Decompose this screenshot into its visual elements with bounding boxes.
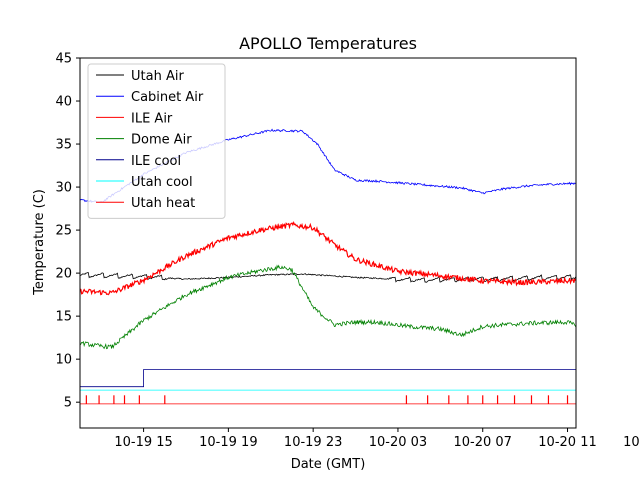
legend: Utah Air Cabinet Air ILE Air Dome Air ILE co… <box>87 63 226 219</box>
legend-label: Utah Air <box>131 69 184 84</box>
series-line-ile-cool <box>80 369 576 388</box>
x-tick-label: 10-19 15 <box>114 435 172 450</box>
series-line-ile-air <box>80 221 576 296</box>
y-axis-label: Temperature (C) <box>32 189 47 296</box>
x-axis-label: Date (GMT) <box>291 457 366 472</box>
y-tick-label: 35 <box>55 138 72 153</box>
legend-label: Dome Air <box>131 133 192 148</box>
y-axis: 5 10 15 20 25 30 35 40 45 <box>55 52 80 411</box>
legend-label: Utah heat <box>131 196 195 211</box>
y-tick-label: 10 <box>55 353 72 368</box>
chart-title: APOLLO Temperatures <box>239 34 417 53</box>
y-tick-label: 20 <box>55 267 72 282</box>
x-tick-label: 10-20 15 <box>623 435 640 450</box>
series-layer <box>80 128 576 405</box>
x-tick-label: 10-19 23 <box>284 435 342 450</box>
x-axis: 10-19 15 10-19 19 10-19 23 10-20 03 10-20 07… <box>114 428 640 450</box>
plot-frame <box>79 57 577 429</box>
legend-label: ILE Air <box>131 111 173 126</box>
legend-box <box>87 63 226 219</box>
y-tick-label: 30 <box>55 181 72 196</box>
x-tick-label: 10-20 03 <box>369 435 427 450</box>
y-tick-label: 15 <box>55 310 72 325</box>
x-tick-label: 10-20 07 <box>454 435 512 450</box>
legend-label: Utah cool <box>131 175 193 190</box>
legend-label: Cabinet Air <box>131 90 204 105</box>
y-tick-label: 5 <box>64 396 72 411</box>
y-tick-label: 45 <box>55 52 72 67</box>
y-tick-label: 25 <box>55 224 72 239</box>
y-tick-label: 40 <box>55 95 72 110</box>
legend-label: ILE cool <box>131 154 181 169</box>
series-line-utah-air <box>80 272 576 283</box>
x-tick-label: 10-20 11 <box>538 435 596 450</box>
series-line-dome-air <box>80 264 576 350</box>
x-tick-label: 10-19 19 <box>199 435 257 450</box>
